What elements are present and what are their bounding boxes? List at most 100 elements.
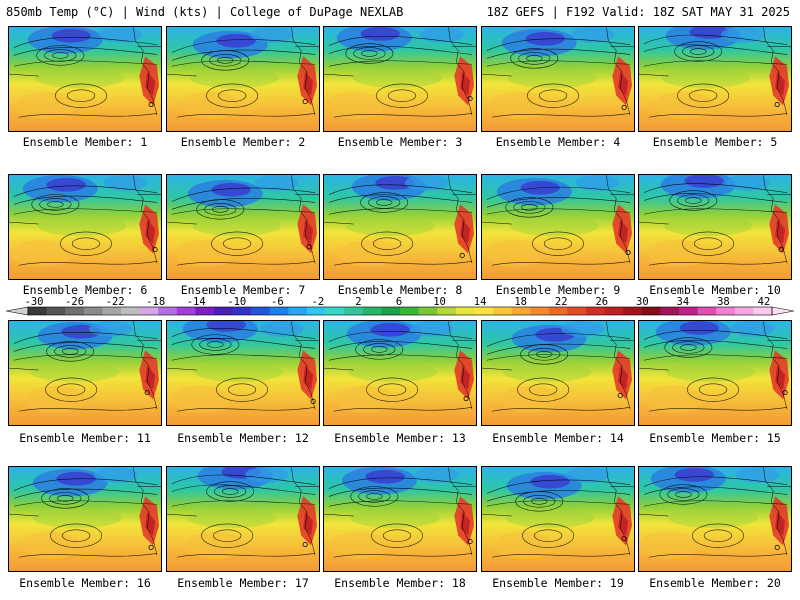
colorbar-segment xyxy=(716,307,736,315)
ensemble-member-label: Ensemble Member: 17 xyxy=(177,576,309,590)
colorbar-tick-label: -6 xyxy=(271,296,284,308)
ensemble-member-label: Ensemble Member: 4 xyxy=(495,135,621,149)
ensemble-map-1 xyxy=(8,26,162,132)
colorbar-tick-label: 38 xyxy=(717,296,730,308)
colorbar-segment xyxy=(102,307,122,315)
ensemble-member-label: Ensemble Member: 14 xyxy=(492,431,624,445)
colorbar-tick-label: 6 xyxy=(395,296,403,308)
ensemble-map-3 xyxy=(323,26,477,132)
colorbar-segment xyxy=(195,307,215,315)
ensemble-map-2 xyxy=(166,26,320,132)
ensemble-member-label: Ensemble Member: 7 xyxy=(180,283,306,297)
colorbar-segment xyxy=(474,307,494,315)
colorbar-segment xyxy=(418,307,438,315)
colorbar-tick-label: 18 xyxy=(514,296,527,308)
colorbar-segment xyxy=(381,307,401,315)
ensemble-map-18 xyxy=(323,466,477,572)
ensemble-member-label: Ensemble Member: 5 xyxy=(652,135,778,149)
colorbar-segment xyxy=(46,307,66,315)
ensemble-map-7 xyxy=(166,174,320,280)
colorbar-tick-label: 10 xyxy=(433,296,446,308)
ensemble-member-label: Ensemble Member: 16 xyxy=(19,576,151,590)
colorbar-tick-label: -30 xyxy=(24,296,44,308)
colorbar-segment xyxy=(623,307,643,315)
ensemble-map-12 xyxy=(166,320,320,426)
colorbar-tick-label: 26 xyxy=(595,296,609,308)
ensemble-member-label: Ensemble Member: 12 xyxy=(177,431,309,445)
colorbar-tick-label: 2 xyxy=(355,296,362,308)
colorbar-segment xyxy=(455,307,475,315)
colorbar-segment xyxy=(753,307,773,315)
ensemble-member-label: Ensemble Member: 18 xyxy=(334,576,466,590)
ensemble-map-8 xyxy=(323,174,477,280)
colorbar-segment xyxy=(65,307,85,315)
colorbar-segment xyxy=(734,307,754,315)
colorbar-segment xyxy=(232,307,252,315)
colorbar-segment xyxy=(344,307,364,315)
colorbar-segment xyxy=(604,307,624,315)
ensemble-member-label: Ensemble Member: 13 xyxy=(334,431,466,445)
ensemble-map-4 xyxy=(481,26,635,132)
ensemble-member-label: Ensemble Member: 10 xyxy=(649,283,781,297)
colorbar-tick-label: 30 xyxy=(636,296,649,308)
ensemble-member-label: Ensemble Member: 9 xyxy=(495,283,621,297)
colorbar-tick-label: -10 xyxy=(227,296,247,308)
colorbar-segment xyxy=(214,307,234,315)
colorbar-tick-label: -18 xyxy=(146,296,166,308)
colorbar-segment xyxy=(641,307,661,315)
colorbar-tick-label: -26 xyxy=(65,296,85,308)
ensemble-member-label: Ensemble Member: 11 xyxy=(19,431,151,445)
colorbar-segment xyxy=(567,307,587,315)
colorbar-tick-label: -22 xyxy=(105,296,125,308)
ensemble-map-15 xyxy=(638,320,792,426)
colorbar-segment xyxy=(493,307,513,315)
colorbar-segment xyxy=(530,307,550,315)
colorbar-segment xyxy=(139,307,159,315)
colorbar-segment xyxy=(586,307,606,315)
colorbar-segment xyxy=(121,307,141,315)
colorbar-segment xyxy=(660,307,680,315)
colorbar-segment xyxy=(251,307,271,315)
ensemble-map-20 xyxy=(638,466,792,572)
ensemble-member-label: Ensemble Member: 6 xyxy=(22,283,148,297)
colorbar-ticks: -30 -26 -22 -18 -14 -10 -6 -2 2 6 10 14 18 22 26 30 34 38… xyxy=(0,296,800,308)
colorbar-segment xyxy=(400,307,420,315)
ensemble-member-label: Ensemble Member: 19 xyxy=(492,576,624,590)
colorbar-segment xyxy=(679,307,699,315)
colorbar-segment xyxy=(511,307,531,315)
colorbar-segment xyxy=(697,307,717,315)
ensemble-map-19 xyxy=(481,466,635,572)
colorbar-segment xyxy=(362,307,382,315)
ensemble-member-label: Ensemble Member: 1 xyxy=(22,135,148,149)
ensemble-member-label: Ensemble Member: 3 xyxy=(337,135,463,149)
colorbar-tick-label: 34 xyxy=(676,296,690,308)
colorbar-tick-label: -2 xyxy=(311,296,325,308)
ensemble-member-label: Ensemble Member: 20 xyxy=(649,576,781,590)
header-title: 850mb Temp (°C) | Wind (kts) | College o… xyxy=(6,5,404,19)
ensemble-map-17 xyxy=(166,466,320,572)
colorbar-segment xyxy=(288,307,308,315)
colorbar-segment xyxy=(548,307,568,315)
ensemble-member-label: Ensemble Member: 8 xyxy=(337,283,463,297)
colorbar-segment xyxy=(176,307,196,315)
colorbar-segment xyxy=(269,307,289,315)
colorbar-segment xyxy=(158,307,178,315)
colorbar-tick-label: 22 xyxy=(554,296,568,308)
colorbar-min-arrow xyxy=(6,306,29,316)
colorbar xyxy=(6,306,794,316)
colorbar-segment xyxy=(307,307,327,315)
colorbar-segment xyxy=(28,307,48,315)
ensemble-map-5 xyxy=(638,26,792,132)
ensemble-member-label: Ensemble Member: 2 xyxy=(180,135,306,149)
colorbar-segment xyxy=(325,307,345,315)
colorbar-tick-label: 42 xyxy=(757,296,771,308)
colorbar-max-arrow xyxy=(771,306,794,316)
ensemble-map-10 xyxy=(638,174,792,280)
colorbar-segment xyxy=(83,307,103,315)
colorbar-tick-label: -14 xyxy=(186,296,206,308)
ensemble-map-6 xyxy=(8,174,162,280)
colorbar-segment xyxy=(437,307,457,315)
ensemble-map-13 xyxy=(323,320,477,426)
colorbar-tick-label: 14 xyxy=(473,296,487,308)
ensemble-map-11 xyxy=(8,320,162,426)
